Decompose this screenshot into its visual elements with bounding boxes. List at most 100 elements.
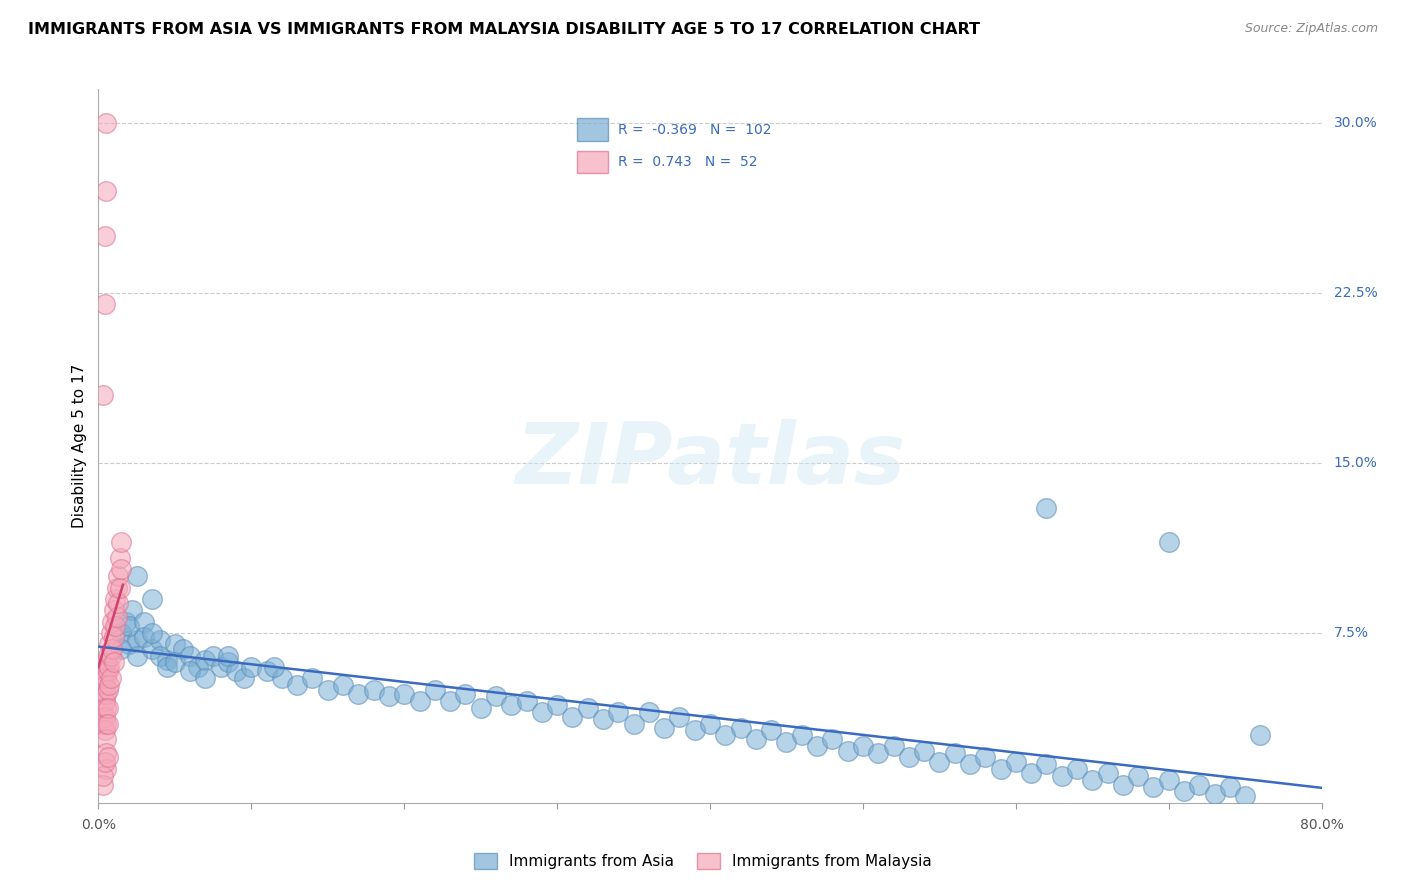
Point	[225, 665, 247, 679]
Point	[821, 732, 844, 747]
Point	[285, 678, 308, 692]
Point	[93, 755, 115, 769]
Point	[576, 700, 599, 714]
Point	[149, 632, 172, 647]
Point	[179, 648, 201, 663]
Point	[546, 698, 568, 713]
Point	[94, 687, 117, 701]
Point	[1066, 762, 1088, 776]
Point	[1019, 766, 1042, 780]
Point	[683, 723, 706, 738]
Point	[98, 660, 121, 674]
Point	[530, 705, 553, 719]
Point	[103, 656, 125, 670]
Point	[263, 660, 285, 674]
Point	[897, 750, 920, 764]
Point	[912, 744, 935, 758]
Point	[378, 690, 401, 704]
Point	[270, 671, 292, 685]
Point	[104, 591, 127, 606]
Point	[454, 687, 477, 701]
Point	[94, 656, 117, 670]
Point	[1204, 787, 1226, 801]
Point	[110, 562, 132, 576]
Point	[730, 721, 752, 735]
Point	[232, 671, 254, 685]
Point	[637, 705, 661, 719]
Point	[301, 671, 323, 685]
Point	[100, 671, 122, 685]
Point	[163, 637, 186, 651]
Point	[110, 626, 132, 640]
Point	[1035, 757, 1057, 772]
Point	[110, 535, 132, 549]
Point	[1112, 778, 1135, 792]
Point	[97, 648, 120, 663]
Point	[98, 637, 121, 651]
Point	[97, 665, 120, 679]
Point	[93, 709, 115, 723]
Point	[209, 660, 232, 674]
Point	[91, 778, 114, 792]
Point	[1081, 773, 1104, 788]
Point	[883, 739, 905, 754]
Point	[1157, 773, 1180, 788]
Point	[163, 656, 186, 670]
Point	[93, 229, 115, 244]
Point	[94, 716, 117, 731]
Point	[97, 700, 120, 714]
Point	[125, 569, 148, 583]
Point	[332, 678, 354, 692]
Point	[107, 569, 129, 583]
Point	[852, 739, 875, 754]
Point	[806, 739, 828, 754]
Point	[1249, 728, 1271, 742]
Point	[97, 682, 120, 697]
Point	[121, 603, 143, 617]
Point	[94, 671, 117, 685]
Point	[108, 581, 131, 595]
Point	[623, 716, 645, 731]
Point	[1157, 535, 1180, 549]
Point	[156, 660, 179, 674]
Legend: Immigrants from Asia, Immigrants from Malaysia: Immigrants from Asia, Immigrants from Ma…	[468, 847, 938, 875]
Point	[652, 721, 675, 735]
Point	[103, 603, 125, 617]
Point	[100, 626, 122, 640]
Point	[93, 694, 115, 708]
Point	[1142, 780, 1164, 794]
Point	[105, 610, 128, 624]
Point	[256, 665, 278, 679]
Point	[91, 388, 114, 402]
Text: 7.5%: 7.5%	[1334, 626, 1369, 640]
Point	[94, 732, 117, 747]
Point	[316, 682, 339, 697]
Point	[149, 648, 172, 663]
Point	[91, 716, 114, 731]
Point	[93, 678, 115, 692]
Text: 22.5%: 22.5%	[1334, 286, 1378, 300]
Point	[347, 687, 370, 701]
Point	[103, 631, 125, 645]
Point	[97, 716, 120, 731]
Point	[141, 591, 163, 606]
Point	[107, 597, 129, 611]
Point	[439, 694, 461, 708]
Point	[1173, 784, 1195, 798]
Point	[91, 769, 114, 783]
Point	[408, 694, 430, 708]
Point	[240, 660, 263, 674]
Point	[959, 757, 981, 772]
Point	[217, 656, 239, 670]
Point	[363, 682, 385, 697]
Point	[1128, 769, 1150, 783]
Point	[592, 712, 614, 726]
Point	[943, 746, 966, 760]
Point	[392, 687, 416, 701]
Point	[485, 690, 508, 704]
Point	[714, 728, 737, 742]
Point	[745, 732, 768, 747]
Point	[1188, 778, 1211, 792]
Point	[125, 632, 148, 647]
Point	[974, 750, 997, 764]
